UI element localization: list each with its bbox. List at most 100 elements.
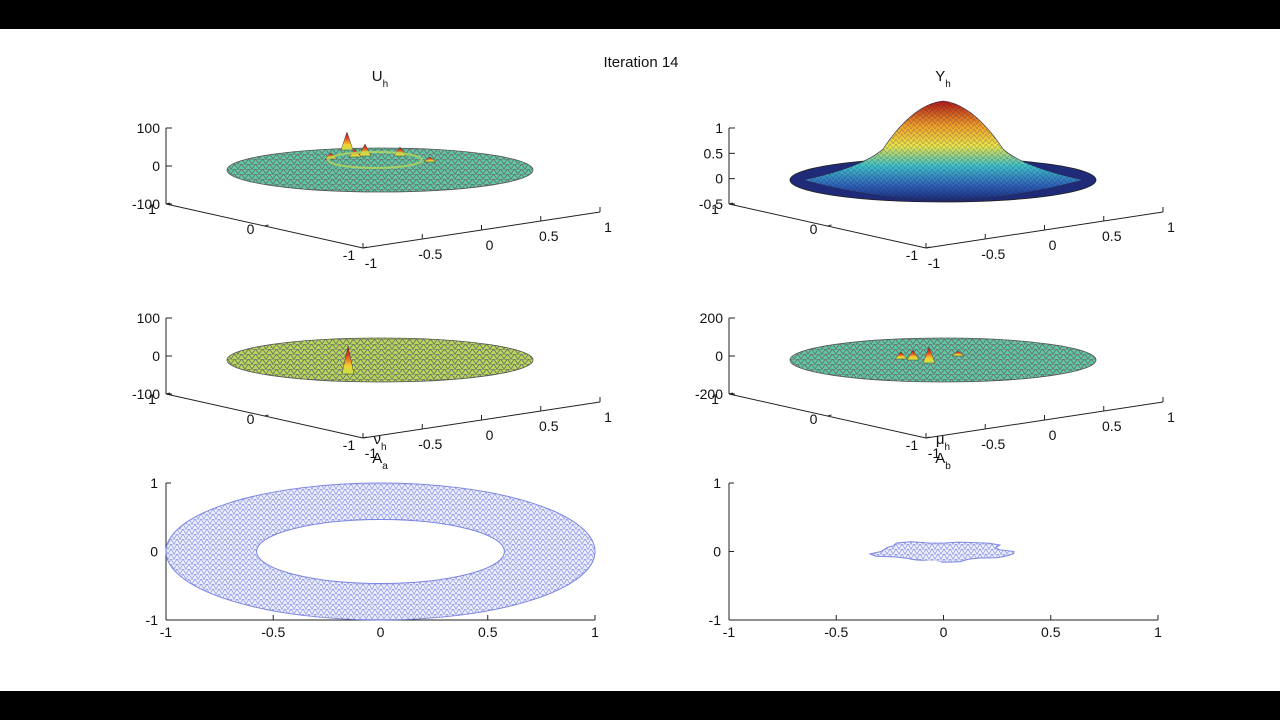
y-tick-label: 0 bbox=[247, 221, 255, 237]
z-tick-label: -100 bbox=[132, 386, 160, 402]
mesh-blob bbox=[868, 541, 1015, 563]
x-tick-label: -1 bbox=[928, 445, 941, 461]
surface-peak bbox=[340, 131, 354, 151]
y-tick bbox=[362, 436, 368, 439]
x-tick-label: -0.5 bbox=[981, 436, 1005, 452]
y-tick-label: 1 bbox=[150, 475, 158, 491]
x-tick-label: 1 bbox=[1167, 409, 1175, 425]
subplot-title-subscript: h bbox=[383, 79, 389, 90]
y-tick bbox=[827, 414, 832, 417]
surface-peak bbox=[922, 346, 936, 364]
y-tick bbox=[165, 392, 171, 395]
x-tick-label: -1 bbox=[160, 624, 173, 640]
x-tick-label: 0 bbox=[377, 624, 385, 640]
z-tick-label: 0 bbox=[715, 348, 723, 364]
x-tick-label: 0.5 bbox=[539, 228, 559, 244]
subplot-title: Ab bbox=[935, 450, 951, 472]
x-tick-label: 1 bbox=[604, 409, 612, 425]
y-tick bbox=[728, 392, 734, 395]
y-tick-label: 1 bbox=[711, 391, 719, 407]
letterbox-top bbox=[0, 0, 1280, 29]
x-tick-label: 0.5 bbox=[478, 624, 498, 640]
z-tick-label: 100 bbox=[137, 310, 161, 326]
z-tick-label: 0 bbox=[152, 348, 160, 364]
y-tick-label: 0 bbox=[247, 411, 255, 427]
y-tick-label: 0 bbox=[150, 544, 158, 560]
x-tick-label: -0.5 bbox=[981, 246, 1005, 262]
y-tick bbox=[362, 246, 368, 249]
surface-peak bbox=[894, 351, 908, 360]
x-tick-label: 0 bbox=[486, 427, 494, 443]
x-tick-label: 0.5 bbox=[1041, 624, 1061, 640]
y-tick bbox=[165, 202, 171, 205]
y-tick-label: 1 bbox=[148, 391, 156, 407]
x-tick-label: -1 bbox=[365, 445, 378, 461]
subplot-title-subscript: h bbox=[945, 442, 951, 453]
z-tick-label: -200 bbox=[695, 386, 723, 402]
x-tick-label: -1 bbox=[365, 255, 378, 271]
x-tick-label: 0.5 bbox=[539, 418, 559, 434]
surface-disk bbox=[789, 337, 1097, 383]
subplot-title-subscript: h bbox=[381, 442, 387, 453]
x-tick-label: -0.5 bbox=[261, 624, 285, 640]
subplot-title: Uh bbox=[372, 68, 388, 90]
x-tick-label: -0.5 bbox=[824, 624, 848, 640]
surface-dome-mesh bbox=[803, 101, 1083, 201]
y-tick-label: -1 bbox=[146, 612, 159, 628]
y-tick-label: -1 bbox=[906, 247, 919, 263]
y-tick-label: 1 bbox=[713, 475, 721, 491]
y-tick bbox=[264, 414, 269, 417]
y-tick-label: 1 bbox=[148, 201, 156, 217]
subplot-A_b: -1 -0.5 0 0.5 1 1 0 -1 Ab bbox=[709, 450, 1163, 640]
subplot-title-subscript: b bbox=[945, 461, 951, 472]
y-tick bbox=[827, 224, 832, 227]
y-tick bbox=[264, 224, 269, 227]
z-tick-label: 0 bbox=[715, 171, 723, 187]
z-tick-label: 1 bbox=[715, 120, 723, 136]
z-tick-label: -100 bbox=[132, 196, 160, 212]
y-tick-label: 0 bbox=[810, 221, 818, 237]
surface-peak bbox=[423, 156, 437, 163]
x-tick-label: -0.5 bbox=[418, 436, 442, 452]
surface-peak bbox=[951, 350, 965, 357]
y-tick-label: -1 bbox=[343, 247, 356, 263]
surface-ring bbox=[327, 151, 423, 169]
subplot-title-subscript: h bbox=[945, 79, 951, 90]
surface-disk bbox=[226, 147, 534, 193]
x-tick-label: 0 bbox=[486, 237, 494, 253]
surface-peak bbox=[341, 345, 355, 375]
x-tick-label: 0.5 bbox=[1102, 228, 1122, 244]
y-tick-label: -1 bbox=[709, 612, 722, 628]
x-tick-label: -0.5 bbox=[418, 246, 442, 262]
x-tick-label: -1 bbox=[723, 624, 736, 640]
z-tick-label: -0.5 bbox=[699, 196, 723, 212]
mesh-annulus bbox=[165, 482, 596, 621]
x-tick-label: 0 bbox=[1049, 237, 1057, 253]
x-tick-label: 1 bbox=[1167, 219, 1175, 235]
x-tick-label: 0.5 bbox=[1102, 418, 1122, 434]
y-tick-label: 0 bbox=[713, 544, 721, 560]
surface-peak bbox=[906, 349, 920, 361]
z-tick-label: 0.5 bbox=[704, 145, 724, 161]
y-tick bbox=[925, 436, 931, 439]
x-tick-label: 1 bbox=[591, 624, 599, 640]
y-tick-label: 1 bbox=[711, 201, 719, 217]
y-tick-label: -1 bbox=[906, 437, 919, 453]
subplot-title-subscript: a bbox=[382, 461, 388, 472]
surface-disk bbox=[226, 337, 534, 383]
y-tick-label: 0 bbox=[810, 411, 818, 427]
z-tick-label: 100 bbox=[137, 120, 161, 136]
y-tick bbox=[925, 246, 931, 249]
subplot-A_a: -1 -0.5 0 0.5 1 1 0 -1 Aa bbox=[146, 450, 600, 640]
mesh-hole bbox=[914, 560, 943, 567]
y-tick-label: -1 bbox=[343, 437, 356, 453]
x-tick-label: 0 bbox=[1049, 427, 1057, 443]
subplot-title: Aa bbox=[372, 450, 388, 472]
figure-title: Iteration 14 bbox=[603, 54, 678, 71]
